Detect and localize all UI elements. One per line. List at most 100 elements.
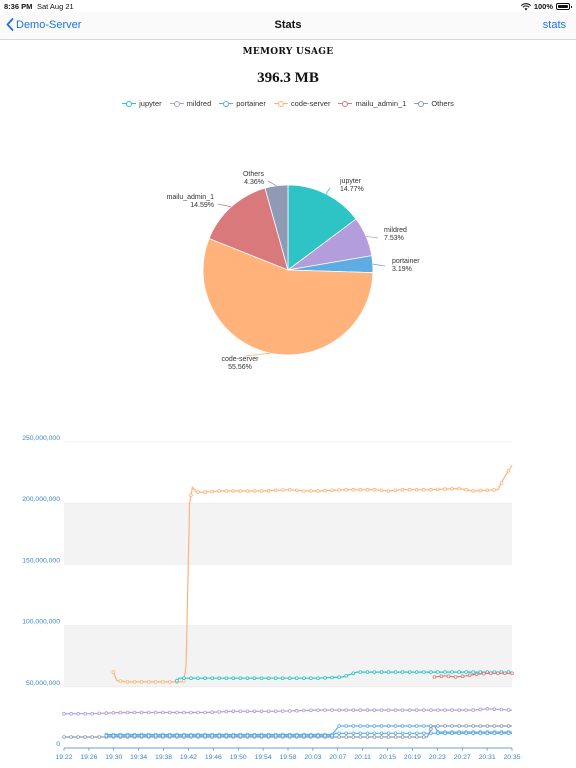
data-point-mailu-admin-1 (446, 674, 451, 679)
data-point-jupyter (436, 670, 440, 674)
data-point-mailu-admin-1 (510, 671, 514, 676)
data-point-mildred (330, 708, 334, 712)
series-line-jupyter[interactable] (176, 671, 512, 682)
data-point-mildred (62, 711, 66, 716)
x-tick-label: 20:35 (503, 754, 520, 761)
data-point-extra (118, 733, 123, 738)
data-point-portainer (337, 724, 341, 728)
data-point-mildred (175, 710, 179, 715)
data-point-code-server (224, 489, 229, 493)
data-point-jupyter (196, 676, 200, 681)
data-point-mildred (111, 710, 116, 715)
data-point-code-server (400, 487, 405, 492)
data-point-mildred (450, 708, 454, 712)
data-point-mildred (478, 707, 483, 712)
data-point-extra (421, 731, 426, 736)
pie-label-name: jupyter (339, 178, 362, 185)
data-point-extra (175, 733, 179, 738)
data-point-extra (443, 731, 447, 736)
data-point-extra (125, 733, 130, 738)
x-tick-label: 19:42 (180, 754, 197, 761)
legend-item-mildred[interactable]: mildred (169, 99, 211, 108)
data-point-code-server (323, 488, 327, 493)
data-point-extra (259, 733, 264, 738)
legend-label: jupyter (139, 99, 162, 108)
data-point-mildred (97, 711, 102, 716)
data-point-others (358, 735, 363, 739)
data-point-extra (365, 731, 370, 736)
data-point-others (90, 735, 94, 739)
x-tick-label: 19:38 (155, 754, 172, 761)
data-point-portainer (386, 724, 391, 728)
data-point-code-server (252, 489, 257, 493)
data-point-extra (302, 733, 306, 738)
pie-slice-jupyter[interactable] (287, 184, 357, 271)
data-point-extra (287, 733, 292, 738)
legend-item-jupyter[interactable]: jupyter (122, 99, 162, 108)
stats-button[interactable]: stats (542, 19, 566, 31)
data-point-code-server (443, 487, 447, 491)
data-point-code-server (365, 487, 370, 492)
legend-swatch-icon (122, 100, 137, 108)
data-point-others (62, 735, 66, 739)
data-point-code-server (210, 489, 215, 494)
data-point-mildred (323, 708, 327, 712)
data-point-code-server (450, 486, 454, 491)
data-point-others (97, 735, 102, 739)
data-point-mailu-admin-1 (460, 674, 465, 679)
data-point-extra (266, 733, 271, 738)
legend-item-mailu-admin-1[interactable]: mailu_admin_1 (338, 99, 406, 108)
data-point-mildred (224, 709, 229, 714)
pie-slice-mailu-admin-1[interactable] (208, 187, 289, 271)
data-point-mildred (146, 710, 151, 715)
data-point-extra (492, 731, 497, 736)
data-point-portainer (407, 724, 412, 728)
y-tick-label: 0 (56, 741, 60, 748)
data-point-jupyter (344, 674, 349, 678)
data-point-code-server (386, 489, 391, 493)
data-point-others (443, 724, 447, 728)
data-point-mildred (287, 709, 292, 713)
data-point-mildred (252, 709, 257, 714)
data-point-portainer (379, 724, 384, 728)
data-point-jupyter (414, 670, 419, 674)
data-point-portainer (365, 724, 370, 728)
status-time: 8:36 PM (4, 2, 33, 11)
data-point-code-server (245, 489, 250, 493)
data-point-others (471, 724, 476, 728)
data-point-code-server (125, 680, 130, 684)
x-tick-label: 19:26 (80, 754, 97, 761)
data-point-extra (273, 733, 278, 738)
data-point-code-server (457, 486, 461, 491)
data-point-jupyter (450, 670, 454, 674)
series-line-mailu-admin-1[interactable] (434, 672, 512, 678)
data-point-mildred (309, 708, 313, 713)
data-point-code-server (139, 680, 144, 684)
data-point-code-server (344, 487, 349, 492)
data-point-extra (499, 731, 504, 736)
battery-icon (556, 3, 572, 10)
data-point-others (386, 735, 391, 739)
data-point-extra (161, 733, 165, 738)
data-point-mildred (337, 708, 341, 712)
data-point-jupyter (273, 676, 278, 681)
memory-line-chart: 0 50,000,000 100,000,000 150,000,000 200,000… (22, 435, 521, 761)
data-point-mildred (471, 708, 476, 712)
data-point-extra (294, 733, 299, 738)
legend-item-others[interactable]: Others (414, 99, 454, 108)
legend-item-portainer[interactable]: portainer (219, 99, 266, 108)
data-point-jupyter (203, 676, 207, 681)
x-tick-label: 20:27 (454, 754, 471, 761)
data-point-others (407, 735, 412, 739)
data-point-code-server (132, 680, 137, 684)
data-point-others (478, 724, 483, 728)
data-point-code-server (203, 490, 207, 494)
data-point-jupyter (464, 670, 468, 674)
battery-percent: 100% (533, 2, 553, 11)
data-point-mildred (259, 709, 264, 714)
data-point-code-server (217, 489, 222, 493)
data-point-extra (245, 733, 250, 738)
pie-label-percent: 55.56% (228, 364, 252, 371)
back-button[interactable]: Demo-Server (6, 18, 81, 31)
legend-item-code-server[interactable]: code-server (273, 99, 330, 108)
